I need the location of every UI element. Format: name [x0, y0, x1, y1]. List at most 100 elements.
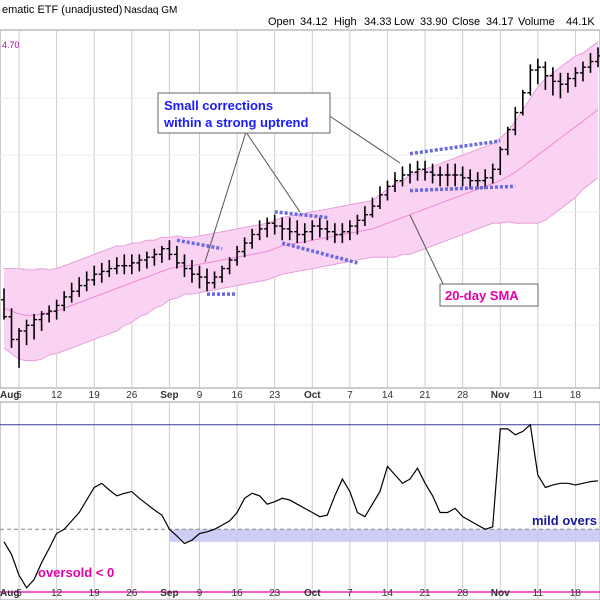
oversold-label: oversold < 0: [38, 565, 114, 580]
ohlc-bar: [121, 254, 128, 275]
ohlc-bar: [234, 245, 241, 266]
volume-value: 44.1K: [566, 16, 595, 28]
x-tick-label: 12: [51, 390, 63, 401]
ohlc-bar: [422, 160, 429, 181]
callout-pointer-1: [204, 131, 247, 263]
dotted-trendline: [409, 184, 516, 193]
ohlc-bar: [534, 58, 541, 85]
dotted-trendline: [176, 238, 223, 251]
ohlc-bar: [542, 61, 549, 90]
x-tick-label: 23: [269, 390, 281, 401]
ohlc-bar: [572, 67, 579, 88]
sma-callout-box: [439, 283, 539, 307]
x-tick-label: Nov: [491, 588, 510, 599]
ohlc-bar: [346, 220, 353, 241]
ohlc-bar: [158, 245, 165, 263]
close-value: 34.17: [486, 16, 514, 28]
ohlc-bar: [38, 311, 45, 331]
x-tick-label: 19: [89, 588, 101, 599]
ohlc-bar: [173, 245, 180, 269]
close-label: Close: [452, 16, 480, 28]
x-tick-label: 26: [126, 390, 138, 401]
x-tick-label: 19: [89, 390, 101, 401]
ohlc-bar: [504, 126, 511, 156]
x-tick-label: Oct: [304, 390, 321, 401]
dotted-trendline: [274, 210, 328, 220]
x-tick-label: 23: [269, 588, 281, 599]
x-tick-label: 26: [126, 588, 138, 599]
x-tick-label: Sep: [160, 390, 178, 401]
price-panel: 4.70 Small corrections within a strong u…: [0, 29, 600, 401]
x-tick-label: 16: [232, 588, 244, 599]
x-tick-label: 14: [382, 588, 394, 599]
sma-callout: 20-day SMA: [409, 214, 539, 307]
x-tick-label: 11: [533, 390, 544, 401]
ohlc-bar: [61, 291, 68, 312]
ohlc-bar: [128, 254, 135, 275]
ohlc-bar: [211, 271, 218, 289]
high-value: 34.33: [364, 16, 392, 28]
ohlc-bar: [407, 163, 414, 184]
ohlc-bar: [151, 248, 158, 266]
x-tick-label: Nov: [491, 390, 510, 401]
low-label: Low: [394, 16, 414, 28]
ohlc-bar: [467, 169, 474, 190]
callout-line-2: within a strong uptrend: [163, 115, 308, 130]
ohlc-bar: [399, 166, 406, 187]
x-tick-label: 14: [382, 390, 394, 401]
ohlc-bar: [376, 186, 383, 209]
ohlc-bar: [294, 220, 301, 244]
corrections-callout: Small corrections within a strong uptren…: [157, 92, 401, 263]
ohlc-bar: [264, 217, 271, 238]
ohlc-bar: [181, 254, 188, 278]
ohlc-bar: [8, 308, 15, 348]
x-tick-label: 28: [457, 390, 469, 401]
dotted-trendline: [409, 139, 501, 156]
ohlc-bar: [16, 328, 23, 368]
ohlc-bar: [23, 319, 30, 346]
ohlc-bar: [91, 265, 98, 286]
ohlc-bar: [369, 197, 376, 218]
mild-oversold-label: mild overs: [532, 513, 597, 528]
callout-line-1: Small corrections: [164, 98, 273, 113]
ohlc-bar: [339, 223, 346, 244]
ohlc-bar: [429, 163, 436, 184]
ohlc-bar: [53, 299, 60, 320]
sma-20-line: [3, 109, 599, 316]
ohlc-bar: [143, 251, 150, 269]
ohlc-bar: [354, 214, 361, 235]
ohlc-bar: [549, 67, 556, 96]
x-tick-label: 7: [347, 588, 353, 599]
exchange-label: Nasdaq GM: [124, 5, 177, 16]
ohlc-bars: [1, 47, 600, 368]
ohlc-bar: [106, 260, 113, 278]
ohlc-bar: [444, 163, 451, 187]
ohlc-bar: [256, 220, 263, 241]
ohlc-bar: [324, 220, 331, 241]
ohlc-bar: [271, 214, 278, 235]
ohlc-bar: [489, 163, 496, 184]
x-tick-label: 16: [232, 390, 244, 401]
open-value: 34.12: [300, 16, 328, 28]
chart-header: ematic ETF (unadjusted) Nasdaq GM Open 3…: [2, 4, 595, 28]
callout-pointer-2: [245, 131, 301, 213]
x-tick-label: 5: [16, 588, 22, 599]
sma-callout-label: 20-day SMA: [445, 288, 519, 303]
high-label: High: [334, 16, 357, 28]
upper-band-value: 4.70: [2, 40, 20, 50]
ohlc-bar: [557, 72, 564, 99]
x-tick-label: 11: [533, 588, 544, 599]
x-tick-label: 5: [16, 390, 22, 401]
ohlc-bar: [113, 257, 120, 275]
mild-oversold-zone: [169, 529, 600, 542]
ohlc-bar: [68, 282, 75, 303]
x-tick-label: 12: [51, 588, 63, 599]
ohlc-bar: [279, 217, 286, 241]
ohlc-bar: [459, 166, 466, 187]
oscillator-line: [3, 423, 599, 589]
ohlc-bar: [384, 180, 391, 201]
ohlc-bar: [512, 106, 519, 136]
bollinger-band: [4, 41, 598, 361]
